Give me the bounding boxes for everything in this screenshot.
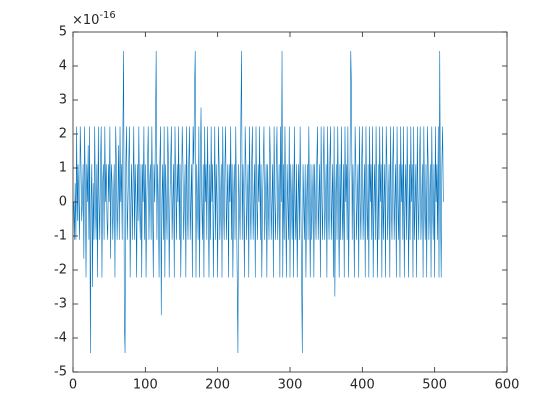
y-tick-label: -5 xyxy=(54,365,67,380)
y-multiplier-base: ×10 xyxy=(72,13,99,28)
x-tick-label: 500 xyxy=(422,378,447,393)
x-tick-label: 100 xyxy=(133,378,158,393)
y-tick-label: 3 xyxy=(59,93,67,108)
y-tick-label: -4 xyxy=(54,331,67,346)
y-multiplier-exponent: -16 xyxy=(99,10,115,21)
y-tick-label: -3 xyxy=(54,297,67,312)
x-tick-label: 300 xyxy=(278,378,303,393)
y-tick-label: -2 xyxy=(54,263,67,278)
x-tick-label: 200 xyxy=(205,378,230,393)
y-tick-label: -1 xyxy=(54,229,67,244)
y-tick-label: 4 xyxy=(59,59,67,74)
data-line xyxy=(73,51,444,353)
x-tick-label: 400 xyxy=(350,378,375,393)
y-tick-label: 0 xyxy=(59,195,67,210)
y-tick-label: 1 xyxy=(59,161,67,176)
y-multiplier: ×10-16 xyxy=(72,10,116,28)
x-tick-label: 600 xyxy=(495,378,520,393)
x-tick-label: 0 xyxy=(69,378,77,393)
y-tick-label: 5 xyxy=(59,25,67,40)
y-tick-label: 2 xyxy=(59,127,67,142)
